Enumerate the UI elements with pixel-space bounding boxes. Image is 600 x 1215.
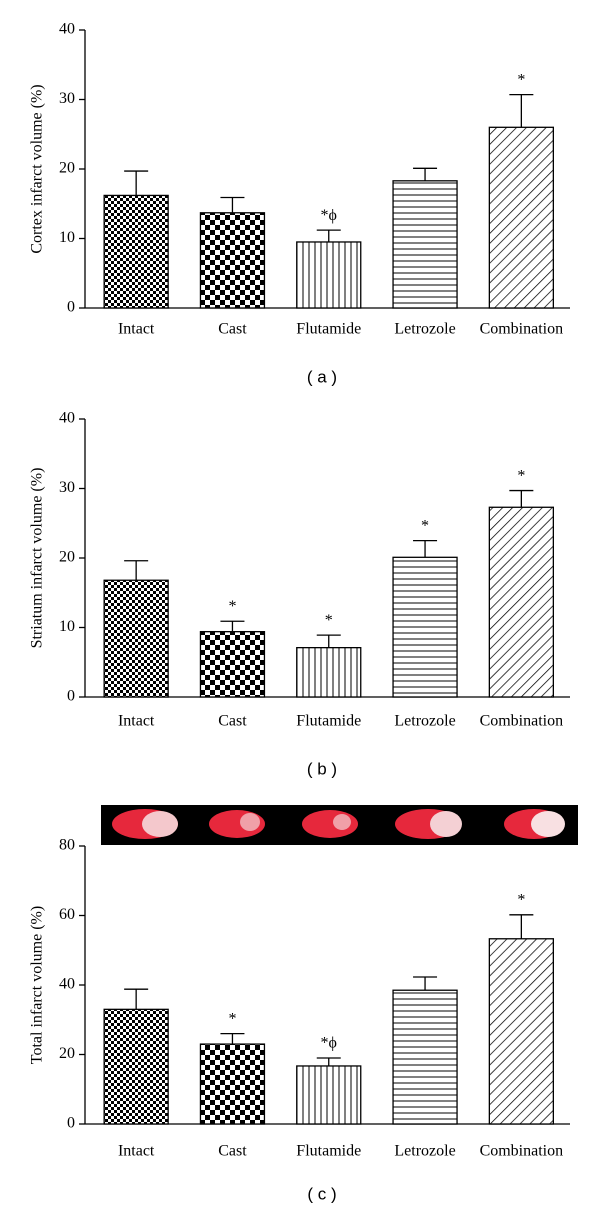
significance-mark: * (517, 71, 525, 88)
y-axis-label: Striatum infarct volume (%) (29, 468, 46, 649)
significance-mark: * (421, 517, 429, 534)
y-tick-label: 0 (67, 1115, 75, 1132)
x-tick-label: Letrozole (394, 1143, 455, 1160)
x-tick-label: Cast (218, 713, 247, 730)
y-tick-label: 60 (59, 906, 75, 923)
bar (103, 194, 169, 309)
bar (103, 579, 169, 698)
error-bar (220, 1033, 245, 1045)
x-tick-label: Flutamide (296, 713, 361, 730)
y-tick-label: 30 (59, 90, 75, 107)
error-bar (413, 976, 438, 991)
error-bar (509, 914, 534, 939)
bar (199, 631, 266, 698)
error-bar (124, 170, 149, 196)
significance-mark: * (325, 612, 333, 629)
x-tick-label: Cast (218, 321, 247, 338)
bar (199, 212, 266, 309)
error-bar (413, 539, 438, 558)
x-tick-label: Combination (480, 1143, 564, 1160)
x-tick-label: Intact (118, 1143, 155, 1160)
y-tick-label: 80 (59, 837, 75, 854)
bar (296, 241, 362, 309)
y-tick-label: 20 (59, 1045, 75, 1062)
error-bar (509, 93, 534, 128)
y-tick-label: 10 (59, 229, 75, 246)
error-bar (220, 620, 245, 632)
significance-mark: *ϕ (321, 1035, 337, 1052)
y-tick-label: 20 (59, 549, 75, 566)
x-tick-label: Cast (218, 1143, 247, 1160)
error-bar (316, 634, 341, 648)
error-bar (509, 489, 534, 508)
bar (392, 180, 458, 309)
y-axis-label: Cortex infarct volume (%) (29, 84, 46, 253)
panel-caption: ( a ) (307, 367, 337, 386)
panel-caption: ( c ) (307, 1184, 336, 1203)
bar (103, 1008, 169, 1125)
error-bar (220, 196, 245, 213)
y-axis-label: Total infarct volume (%) (29, 906, 46, 1064)
significance-mark: * (228, 598, 236, 615)
error-bar (316, 229, 341, 242)
x-tick-label: Combination (480, 713, 564, 730)
x-tick-label: Combination (480, 321, 564, 338)
bar (296, 647, 362, 698)
bar (392, 556, 458, 698)
y-tick-label: 0 (67, 688, 75, 705)
bar (199, 1043, 266, 1125)
x-tick-label: Flutamide (296, 321, 361, 338)
brain-slice-strip (101, 805, 578, 845)
bar (488, 938, 555, 1125)
y-tick-label: 0 (67, 299, 75, 316)
x-tick-label: Letrozole (394, 321, 455, 338)
error-bar (124, 560, 149, 581)
y-tick-label: 40 (59, 21, 75, 38)
bar (392, 989, 458, 1125)
x-tick-label: Intact (118, 713, 155, 730)
significance-mark: * (517, 467, 525, 484)
panel-caption: ( b ) (307, 759, 337, 778)
y-tick-label: 40 (59, 410, 75, 427)
bar (488, 506, 555, 698)
error-bar (124, 988, 149, 1010)
x-tick-label: Letrozole (394, 713, 455, 730)
significance-mark: * (228, 1010, 236, 1027)
error-bar (316, 1057, 341, 1066)
significance-mark: *ϕ (321, 207, 337, 224)
error-bar (413, 167, 438, 181)
y-tick-label: 20 (59, 160, 75, 177)
x-tick-label: Intact (118, 321, 155, 338)
x-tick-label: Flutamide (296, 1143, 361, 1160)
y-tick-label: 10 (59, 618, 75, 635)
bar (296, 1065, 362, 1125)
significance-mark: * (517, 891, 525, 908)
y-tick-label: 40 (59, 976, 75, 993)
y-tick-label: 30 (59, 479, 75, 496)
bar (488, 126, 555, 309)
